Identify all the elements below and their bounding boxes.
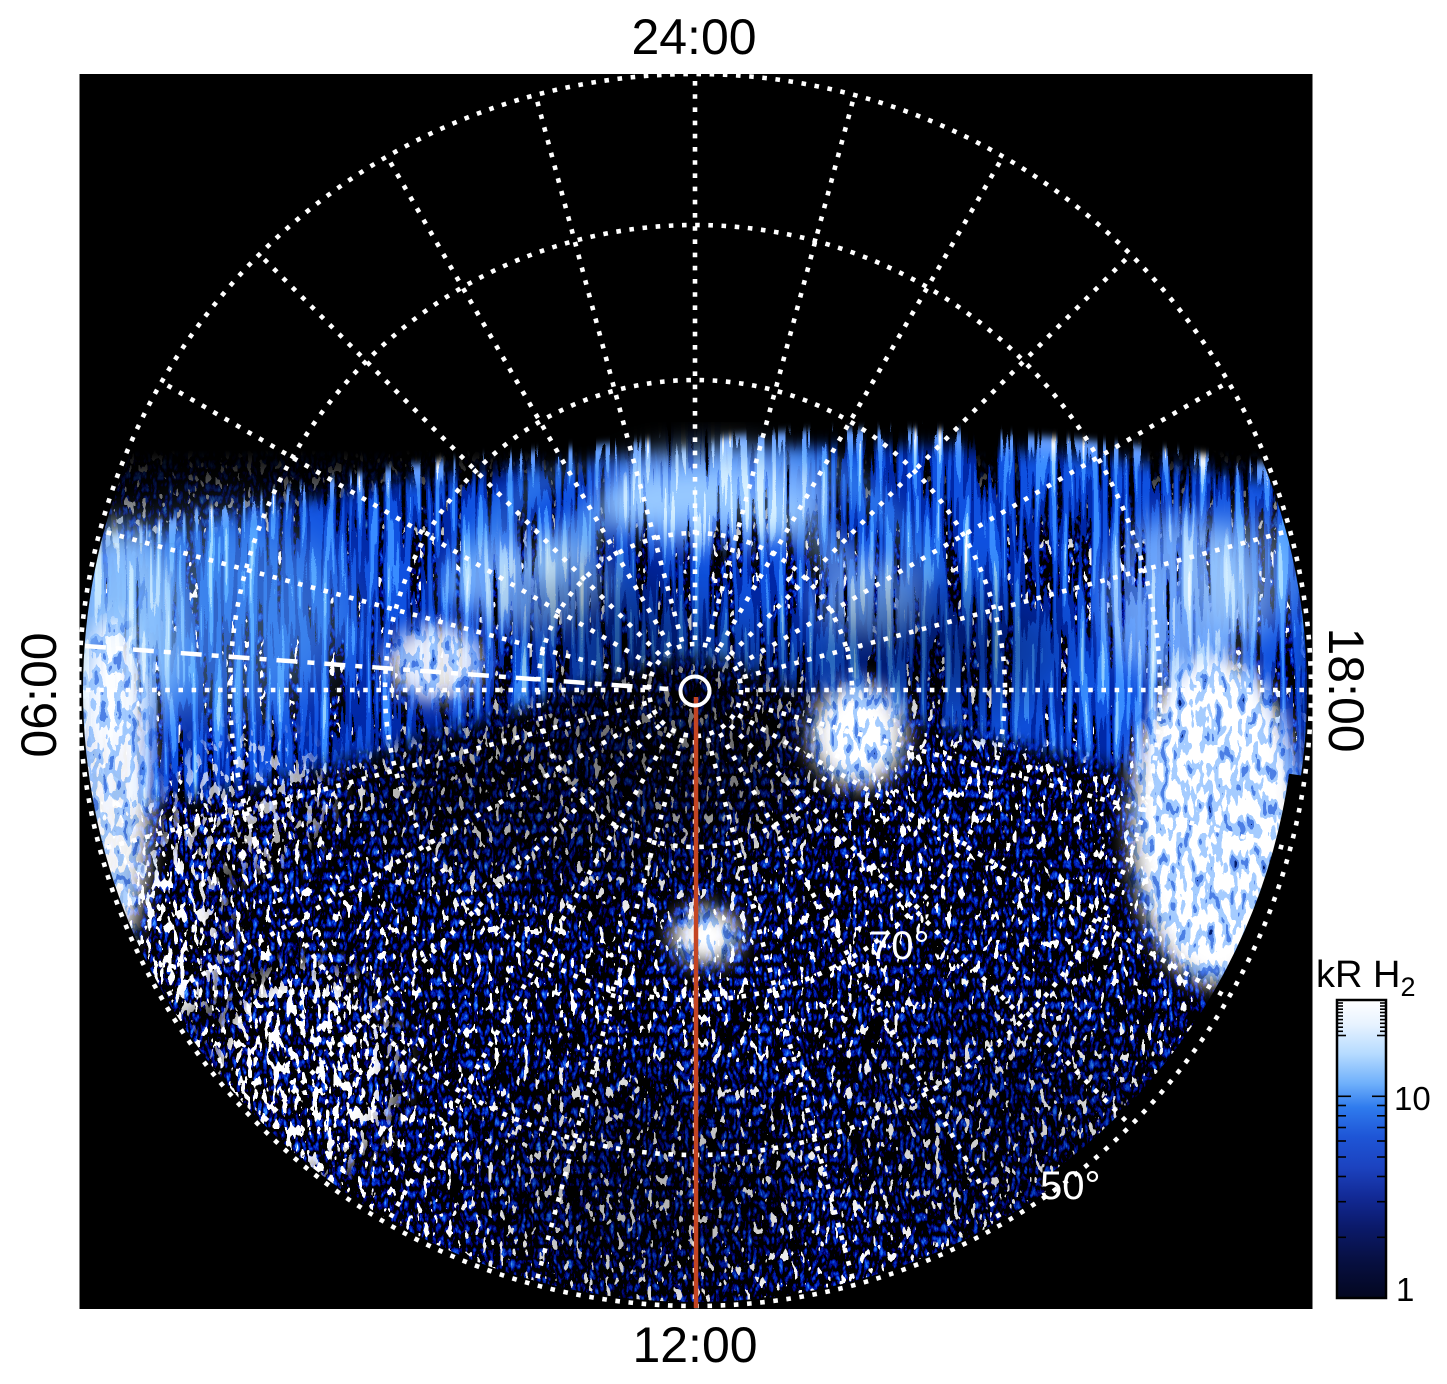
svg-text:18:00: 18:00 xyxy=(1318,627,1374,752)
svg-text:50°: 50° xyxy=(1040,1164,1101,1208)
svg-text:kR H2: kR H2 xyxy=(1316,954,1415,1002)
svg-text:70°: 70° xyxy=(869,924,930,968)
svg-text:12:00: 12:00 xyxy=(632,1317,757,1373)
svg-text:10: 10 xyxy=(1394,1080,1431,1117)
svg-text:24:00: 24:00 xyxy=(631,9,756,65)
svg-text:1: 1 xyxy=(1396,1271,1414,1308)
svg-text:06:00: 06:00 xyxy=(11,632,67,757)
